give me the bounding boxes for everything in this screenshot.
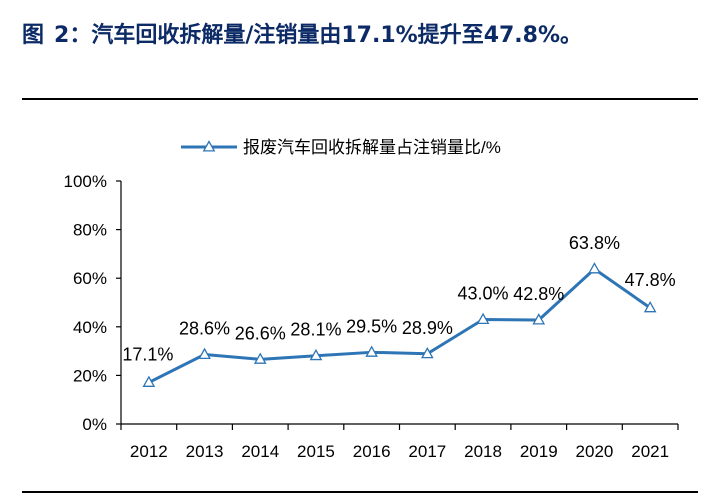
y-tick-label: 20% (73, 366, 107, 385)
chart-plot: 17.1% 28.6% 26.6% 28.1% 29.5% 28.9%43.0% 42.8%… (122, 233, 676, 387)
data-point-marker (365, 345, 378, 357)
figure-number: 2： (54, 23, 92, 48)
chart-axes: 0% 20% 40% 60% 80% 100% 2012 2013 2014 2015 2016 20… (64, 172, 679, 461)
data-label: 28.1% (290, 320, 341, 340)
y-tick-label: 100% (64, 172, 107, 191)
y-tick-label: 40% (73, 318, 107, 337)
top-rule (22, 98, 698, 100)
data-point-marker (588, 262, 601, 274)
x-tick-label: 2017 (408, 442, 446, 461)
data-point-marker (253, 352, 267, 364)
x-tick-label: 2014 (241, 442, 279, 461)
x-tick-label: 2020 (576, 442, 614, 461)
x-tick-label: 2016 (353, 442, 391, 461)
data-label: 28.9% (402, 318, 453, 338)
chart-legend: 报废汽车回收拆解量占注销量比/% (181, 138, 501, 157)
data-label: 47.8% (625, 270, 676, 290)
y-tick-label: 80% (73, 221, 107, 240)
data-point-marker (198, 347, 211, 360)
x-tick-label: 2015 (297, 442, 335, 461)
figure-label: 图 (22, 23, 45, 48)
data-label: 42.8% (513, 284, 564, 304)
legend-label: 报废汽车回收拆解量占注销量比/% (243, 138, 501, 157)
data-point-marker (421, 346, 434, 359)
data-label: 17.1% (122, 344, 173, 364)
data-point-marker (142, 375, 156, 387)
figure-title: 图 2：汽车回收拆解量/注销量由17.1%提升至47.8%。 (22, 14, 702, 58)
data-label: 29.5% (346, 316, 397, 336)
legend-marker (202, 140, 216, 152)
data-label: 28.6% (179, 319, 230, 339)
x-tick-label: 2012 (130, 442, 168, 461)
data-point-marker (643, 301, 657, 313)
x-tick-label: 2021 (631, 442, 669, 461)
data-label: 63.8% (569, 233, 620, 253)
x-tick-label: 2018 (464, 442, 502, 461)
data-label: 26.6% (235, 323, 286, 343)
data-label: 43.0% (458, 284, 509, 304)
y-tick-label: 60% (73, 269, 107, 288)
data-point-marker (309, 348, 323, 361)
bottom-rule (22, 491, 698, 493)
y-tick-label: 0% (82, 415, 107, 434)
x-tick-label: 2013 (186, 442, 224, 461)
series-line (148, 267, 652, 384)
figure-title-text: 汽车回收拆解量/注销量由17.1%提升至47.8%。 (91, 23, 583, 48)
data-point-marker (476, 312, 490, 325)
x-tick-label: 2019 (520, 442, 558, 461)
data-point-marker (532, 313, 546, 325)
